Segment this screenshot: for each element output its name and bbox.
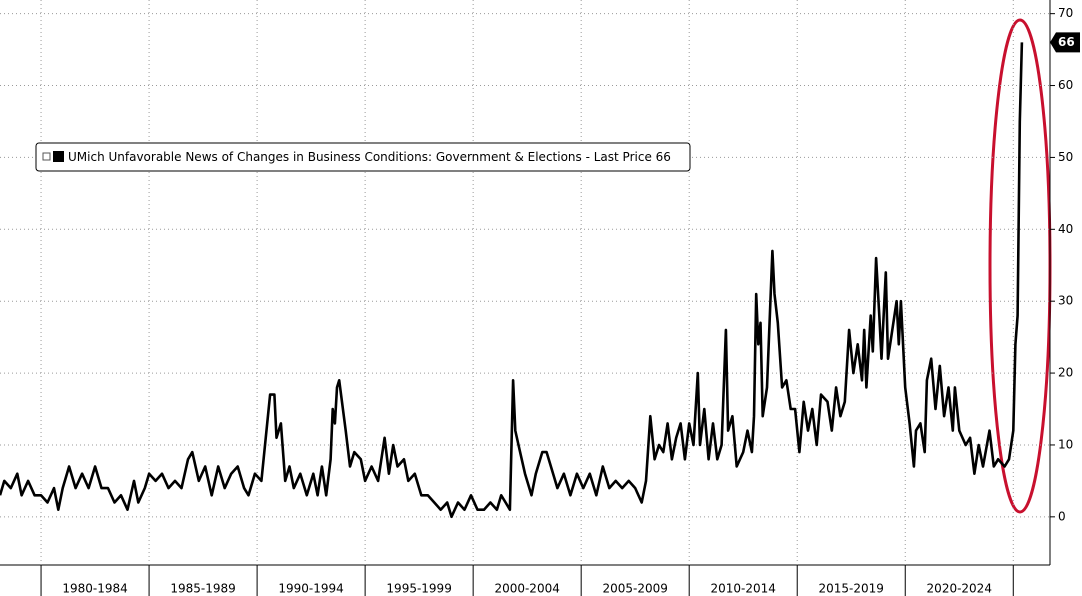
y-tick-label: 40 <box>1058 222 1073 236</box>
x-period-label: 2005-2009 <box>602 582 667 596</box>
x-period-label: 1995-1999 <box>386 582 451 596</box>
legend-expander <box>42 152 51 161</box>
legend-label: UMich Unfavorable News of Changes in Bus… <box>68 150 671 164</box>
x-period-label: 1980-1984 <box>62 582 127 596</box>
x-period-label: 1990-1994 <box>278 582 343 596</box>
x-period-label: 1985-1989 <box>170 582 235 596</box>
legend-box <box>35 142 691 172</box>
x-period-label: 2020-2024 <box>927 582 992 596</box>
y-tick-label: 70 <box>1058 6 1073 20</box>
x-period-label: 2015-2019 <box>819 582 884 596</box>
x-period-label: 2010-2014 <box>710 582 775 596</box>
y-tick-label: 50 <box>1058 150 1073 164</box>
last-price-box <box>1050 32 1080 53</box>
y-tick-label: 20 <box>1058 366 1073 380</box>
y-tick-label: 60 <box>1058 78 1073 92</box>
legend-swatch <box>53 151 64 162</box>
y-tick-label: 30 <box>1058 294 1073 308</box>
x-period-label: 2000-2004 <box>494 582 559 596</box>
last-price-label: 66 <box>1058 35 1075 49</box>
legend: UMich Unfavorable News of Changes in Bus… <box>35 142 691 172</box>
y-tick-label: 0 <box>1058 509 1066 523</box>
line-series <box>0 42 1024 519</box>
y-tick-label: 10 <box>1058 437 1073 451</box>
